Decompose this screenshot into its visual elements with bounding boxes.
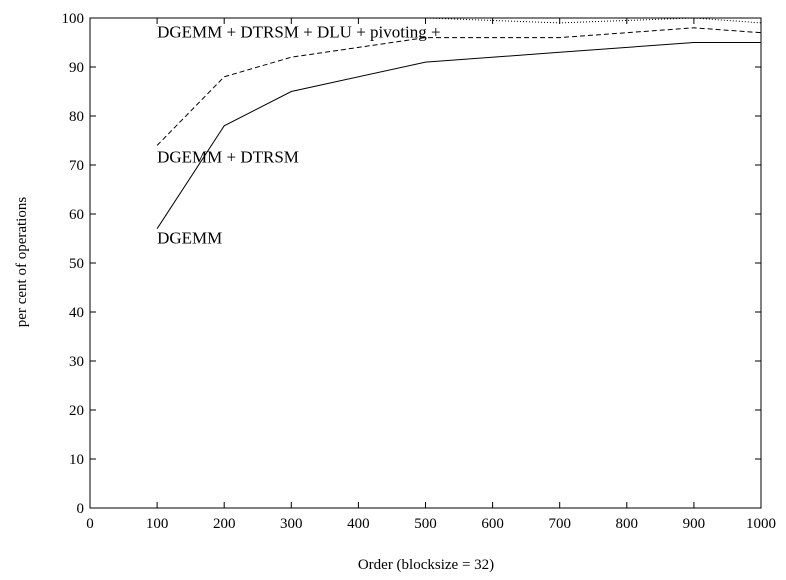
x-tick-label: 100 bbox=[146, 516, 169, 532]
x-tick-label: 400 bbox=[347, 516, 370, 532]
x-tick-label: 500 bbox=[414, 516, 437, 532]
x-tick-label: 900 bbox=[683, 516, 706, 532]
series-annotation-1: DGEMM bbox=[157, 228, 222, 247]
x-tick-label: 0 bbox=[86, 516, 94, 532]
x-tick-label: 300 bbox=[280, 516, 303, 532]
y-tick-label: 40 bbox=[69, 305, 84, 321]
y-axis: 0 10 20 30 40 50 60 70 80 90 100 bbox=[62, 11, 761, 517]
series-lines bbox=[156, 17, 762, 229]
annotations: DGEMM DGEMM + DTRSM DGEMM + DTRSM + DLU + … bbox=[157, 23, 440, 248]
y-tick-label: 90 bbox=[69, 60, 84, 76]
y-tick-label: 70 bbox=[69, 158, 84, 174]
series-line-2 bbox=[156, 27, 762, 146]
y-tick-label: 80 bbox=[69, 109, 84, 125]
series-annotation-2: DGEMM + DTRSM bbox=[157, 148, 299, 167]
x-tick-label: 800 bbox=[616, 516, 639, 532]
y-tick-label: 50 bbox=[69, 256, 84, 272]
y-axis-title: per cent of operations bbox=[14, 197, 30, 328]
y-tick-label: 10 bbox=[69, 452, 84, 468]
series-line-1 bbox=[156, 42, 761, 229]
plot-frame bbox=[89, 17, 762, 509]
y-tick-label: 0 bbox=[77, 501, 85, 517]
y-tick-label: 30 bbox=[69, 354, 84, 370]
series-annotation-3: DGEMM + DTRSM + DLU + pivoting + bbox=[157, 23, 440, 42]
x-tick-label: 700 bbox=[548, 516, 571, 532]
x-axis: 0 100 200 300 400 500 600 700 800 900 1000 bbox=[86, 18, 776, 532]
y-tick-label: 100 bbox=[62, 11, 85, 27]
x-axis-title: Order (blocksize = 32) bbox=[358, 557, 494, 573]
x-tick-label: 600 bbox=[481, 516, 504, 532]
x-tick-label: 1000 bbox=[746, 516, 776, 532]
x-tick-label: 200 bbox=[213, 516, 236, 532]
y-tick-label: 60 bbox=[69, 207, 84, 223]
y-tick-label: 20 bbox=[69, 403, 84, 419]
